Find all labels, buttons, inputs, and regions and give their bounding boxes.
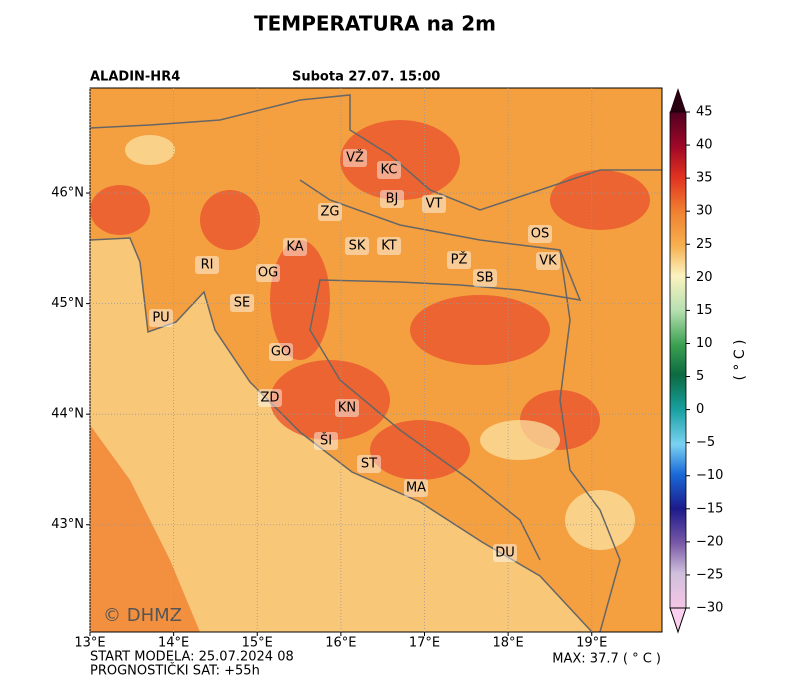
colorbar-tick-label: 35 (696, 171, 713, 186)
x-tick-label: 16°E (325, 636, 356, 651)
city-label: OS (531, 227, 549, 242)
x-tick-label: 14°E (158, 636, 189, 651)
colorbar-tick-label: −20 (696, 534, 723, 549)
colorbar-tick-label: −5 (696, 435, 715, 450)
city-box (230, 294, 254, 312)
colorbar-tick-label: 5 (696, 369, 704, 384)
x-tick-label: 15°E (242, 636, 273, 651)
city-box (377, 237, 401, 255)
model: ALADIN-HR4 (90, 70, 180, 85)
start: START MODELA: 25.07.2024 08 (90, 650, 294, 665)
city-box (357, 455, 381, 473)
city-box (493, 544, 517, 562)
city-label: PŽ (451, 252, 468, 268)
city-box (335, 399, 359, 417)
max: MAX: 37.7 ( ° C ) (552, 652, 661, 667)
city-box (345, 237, 369, 255)
city-label: SE (234, 296, 250, 311)
x-tick-label: 17°E (409, 636, 440, 651)
city-label: VT (426, 197, 443, 212)
colorbar-tick-label: −10 (696, 468, 723, 483)
city-box (536, 252, 560, 270)
x-tick-label: 19°E (576, 636, 607, 651)
city-box (149, 309, 173, 327)
colorbar-frame (669, 111, 687, 609)
city-label: ZG (321, 205, 340, 220)
title: TEMPERATURA na 2m (254, 12, 496, 36)
colorbar-tick-label: 15 (696, 303, 713, 318)
city-box (256, 264, 280, 282)
date: Subota 27.07. 15:00 (292, 70, 440, 85)
city-label: BJ (386, 192, 399, 207)
city-box (528, 225, 552, 243)
city-box (447, 251, 471, 269)
city-label: MA (406, 481, 426, 496)
city-label: SK (349, 239, 366, 254)
copyright: © DHMZ (103, 605, 182, 626)
x-tick-label: 18°E (492, 636, 523, 651)
city-box (377, 161, 401, 179)
city-box (473, 269, 497, 287)
city-label: ST (361, 457, 377, 472)
forecast: PROGNOSTIČKI SAT: +55h (90, 663, 260, 679)
city-label: GO (271, 345, 291, 360)
city-label: ZD (261, 391, 280, 406)
city-box (404, 479, 428, 497)
city-label: KC (381, 163, 398, 178)
city-label: KN (338, 401, 356, 416)
city-label: KA (286, 240, 303, 255)
colorbar-tick-label: −15 (696, 501, 723, 516)
y-tick-label: 46°N (51, 186, 84, 201)
city-box (422, 195, 446, 213)
colorbar-tick-label: 40 (696, 138, 713, 153)
map (90, 88, 662, 632)
colorbar-min (669, 607, 687, 634)
city-box (283, 238, 307, 256)
y-tick-label: 45°N (51, 296, 84, 311)
city-box (195, 256, 219, 274)
city-label: DU (495, 546, 515, 561)
colorbar-tick-label: 45 (696, 105, 713, 120)
city-box (269, 343, 293, 361)
colorbar-tick-label: −30 (696, 601, 723, 616)
city-box (343, 149, 367, 167)
colorbar-tick-label: 25 (696, 237, 713, 252)
colorbar-tick-label: −25 (696, 567, 723, 582)
y-tick-label: 43°N (51, 517, 84, 532)
colorbar-label: ( ° C ) (732, 339, 748, 380)
colorbar (670, 112, 686, 608)
y-tick-label: 44°N (51, 407, 84, 422)
colorbar-tick-label: 20 (696, 270, 713, 285)
colorbar-tick-label: 0 (696, 402, 704, 417)
city-box (258, 389, 282, 407)
city-label: KT (381, 239, 397, 254)
city-box (314, 432, 338, 450)
city-label: OG (258, 266, 278, 281)
city-label: RI (201, 258, 214, 273)
colorbar-max (670, 88, 686, 112)
colorbar-tick-label: 10 (696, 336, 713, 351)
city-label: VŽ (346, 150, 364, 166)
city-label: SB (476, 271, 493, 286)
city-label: PU (152, 311, 169, 326)
map-frame (89, 87, 663, 633)
city-label: ŠI (320, 433, 332, 449)
colorbar-tick-label: 30 (696, 204, 713, 219)
x-tick-label: 13°E (74, 636, 105, 651)
city-box (380, 190, 404, 208)
city-box (318, 203, 342, 221)
city-label: VK (539, 254, 557, 269)
